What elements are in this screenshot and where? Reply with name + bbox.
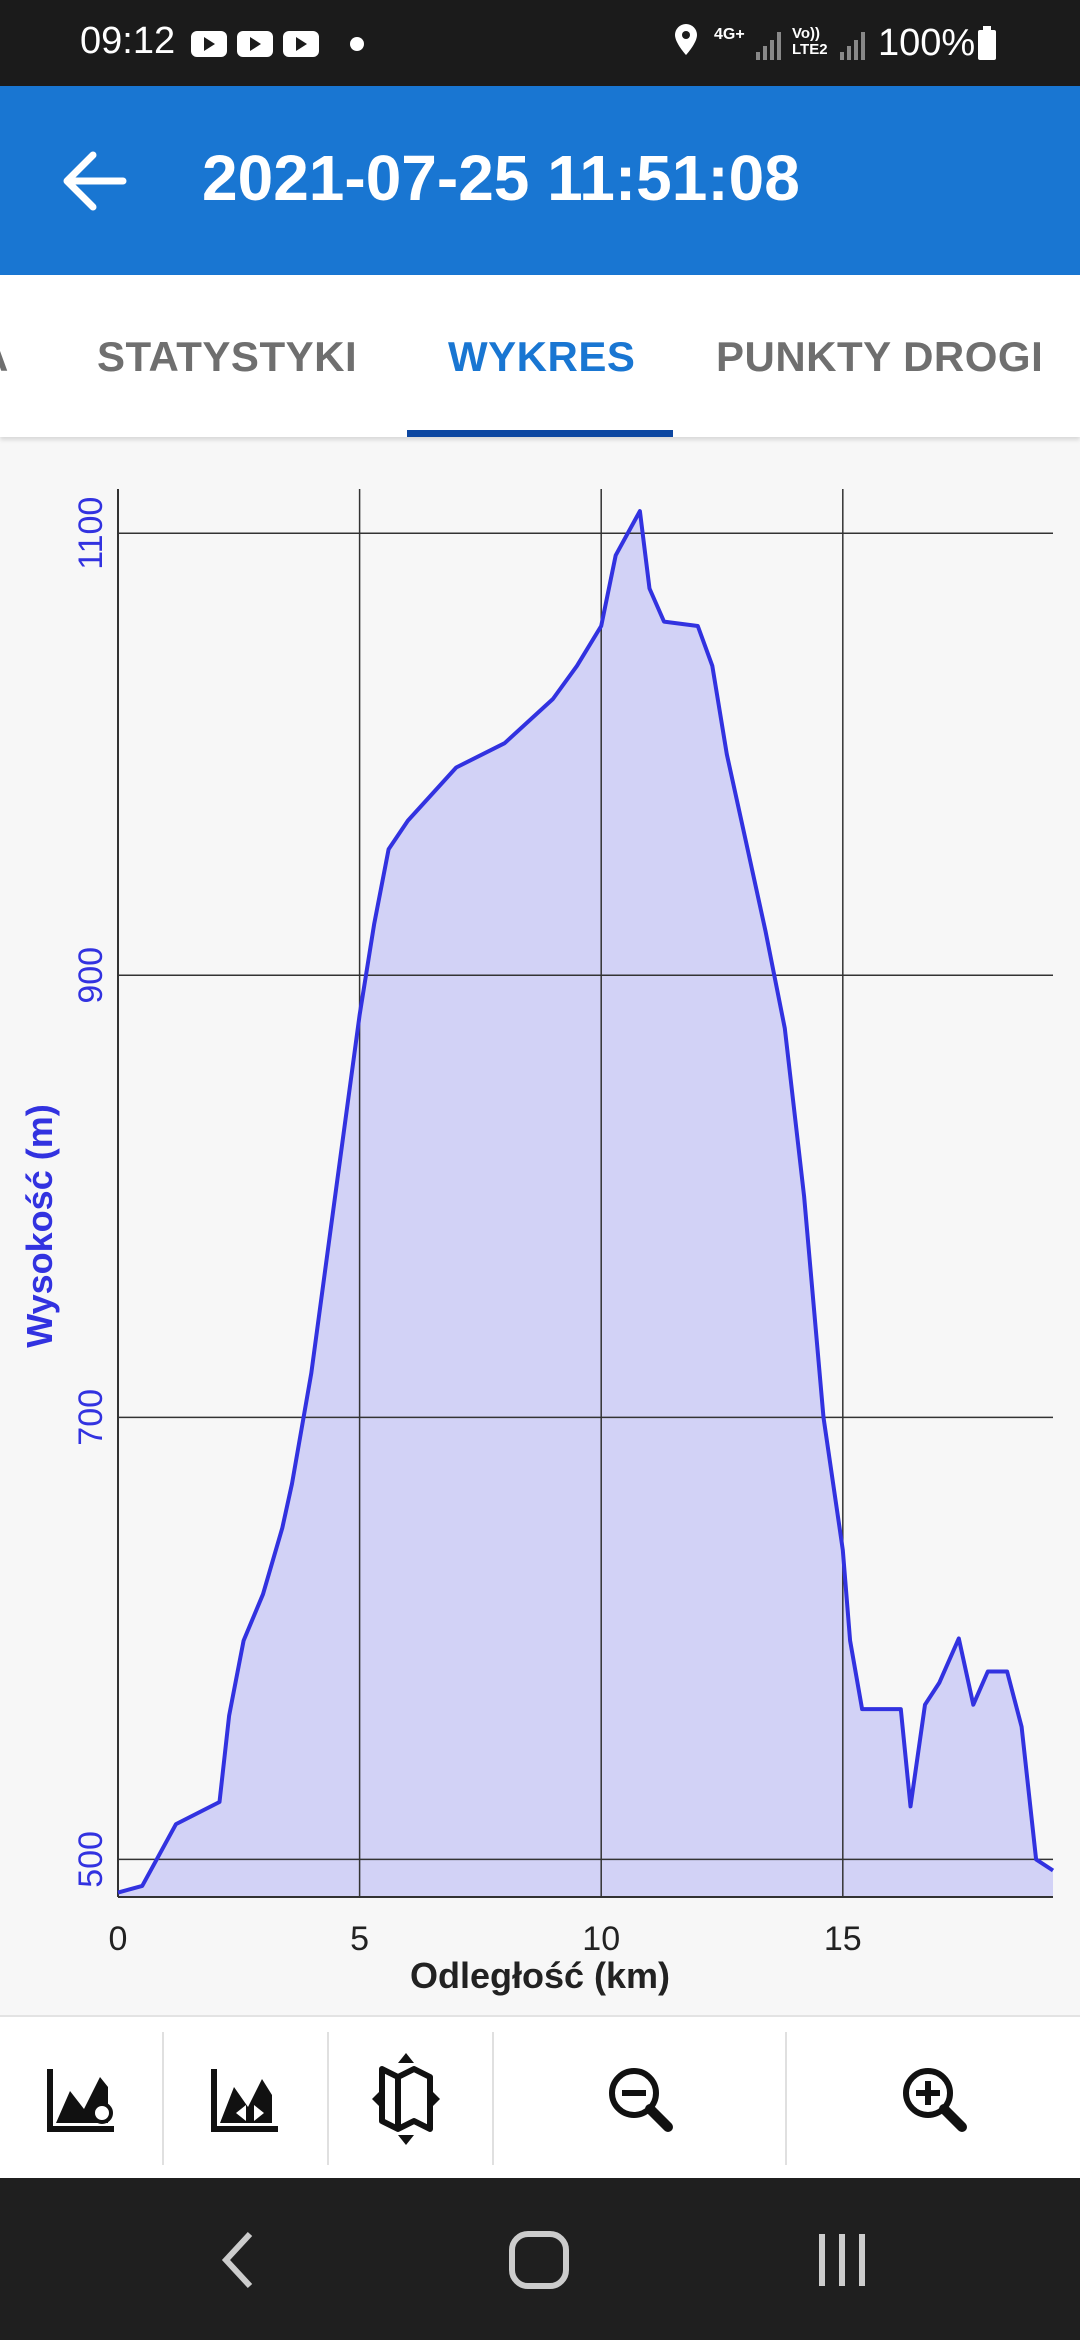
navigation-bar bbox=[0, 2178, 1080, 2340]
tab[interactable]: PUNKTY DROGI bbox=[716, 333, 1044, 380]
x-tick-label: 5 bbox=[350, 1920, 369, 1958]
toolbar-icons bbox=[47, 2032, 967, 2165]
y-tick-label: 1100 bbox=[72, 497, 110, 570]
screen-title: 2021-07-25 11:51:08 bbox=[202, 142, 800, 214]
back-button[interactable] bbox=[55, 141, 135, 221]
clock: 09:12 bbox=[80, 20, 176, 62]
nav-recents[interactable] bbox=[819, 2234, 865, 2286]
tab-indicator bbox=[407, 430, 673, 437]
battery-level: 100% bbox=[878, 22, 976, 64]
battery-icon bbox=[978, 26, 996, 60]
x-tick-label: 0 bbox=[109, 1920, 128, 1958]
network-type: 4G+ bbox=[714, 26, 745, 43]
signal-2 bbox=[840, 32, 865, 60]
chart: Wysokość (m) Odległość (km) 500 700 900 110… bbox=[19, 489, 1055, 1996]
area-fill bbox=[118, 511, 1053, 1898]
signal-1 bbox=[756, 32, 781, 60]
tab[interactable]: STATYSTYKI bbox=[97, 333, 358, 380]
location-icon bbox=[675, 24, 697, 55]
x-axis-title: Odległość (km) bbox=[410, 1955, 670, 1996]
elevation-line bbox=[117, 509, 1055, 1895]
nav-icons bbox=[221, 2231, 865, 2289]
chart-settings-button[interactable] bbox=[47, 2069, 114, 2132]
app-bar: 2021-07-25 11:51:08 bbox=[0, 86, 1080, 275]
y-tick-label: 500 bbox=[72, 1831, 110, 1888]
tab[interactable]: A bbox=[0, 333, 9, 381]
notification-icons bbox=[191, 31, 364, 57]
x-tick-label: 10 bbox=[582, 1920, 620, 1958]
zoom-in-button[interactable] bbox=[903, 2068, 967, 2132]
y-tick-label: 700 bbox=[72, 1389, 110, 1446]
chart-range-button[interactable] bbox=[211, 2069, 278, 2132]
nav-back[interactable] bbox=[221, 2231, 253, 2289]
y-axis-title: Wysokość (m) bbox=[19, 1104, 60, 1347]
zoom-out-button[interactable] bbox=[609, 2068, 673, 2132]
tab-bar: A STATYSTYKI WYKRES PUNKTY DROGI bbox=[0, 275, 1080, 437]
x-tick-label: 15 bbox=[824, 1920, 862, 1958]
tab-active[interactable]: WYKRES bbox=[448, 333, 636, 380]
status-bar: 09:12 4G+ Vo)) LTE2 100% bbox=[0, 0, 1080, 86]
map-button[interactable] bbox=[372, 2053, 440, 2145]
toolbar bbox=[0, 2015, 1080, 2180]
network-volte: Vo)) LTE2 bbox=[792, 25, 828, 58]
y-tick-label: 900 bbox=[72, 947, 110, 1004]
nav-home[interactable] bbox=[509, 2231, 569, 2289]
